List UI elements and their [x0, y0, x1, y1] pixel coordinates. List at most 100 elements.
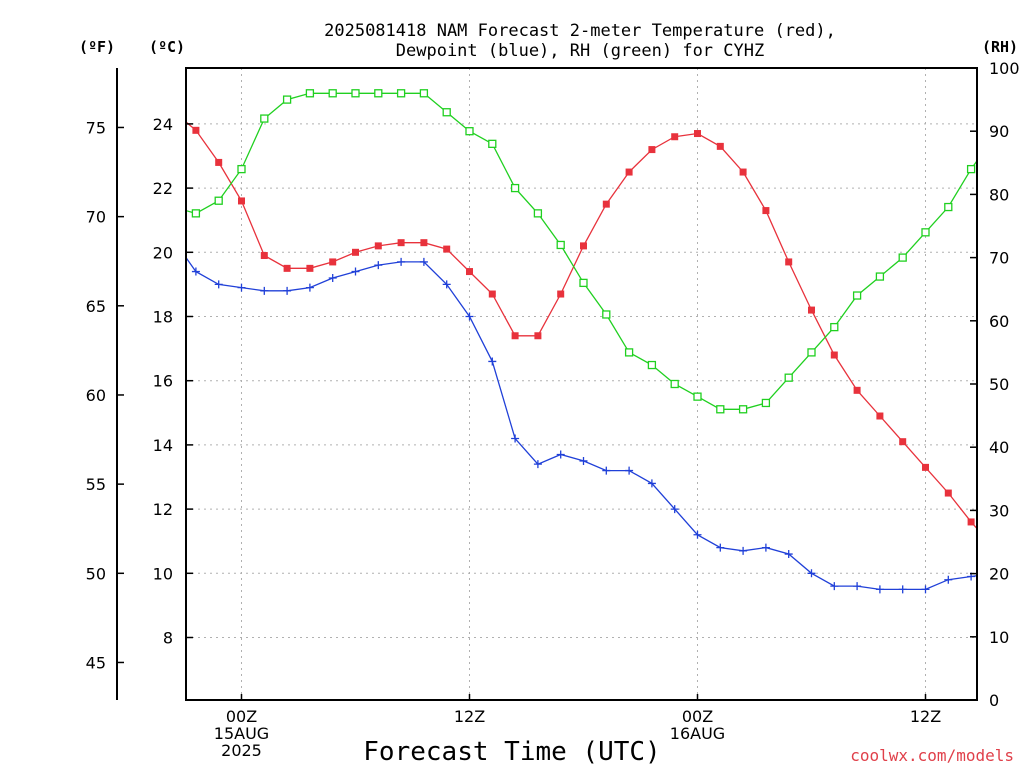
temperature-point — [238, 197, 245, 205]
fahrenheit-tick-label: 75 — [86, 118, 106, 137]
celsius-tick-label: 16 — [153, 372, 173, 391]
rh-point — [419, 89, 429, 98]
rh-point — [191, 209, 201, 218]
rh-point — [510, 183, 520, 193]
dewpoint-point — [647, 479, 656, 488]
temperature-point — [1013, 573, 1020, 580]
temperature-point — [739, 168, 747, 176]
dewpoint-point — [853, 582, 862, 591]
dewpoint-point — [830, 582, 839, 591]
rh-tick-label: 10 — [989, 628, 1009, 647]
x-axis-title: Forecast Time (UTC) — [363, 737, 660, 767]
chart-title: 2025081418 NAM Forecast 2-meter Temperat… — [324, 21, 836, 61]
rh-unit-label: (RH) — [982, 38, 1018, 56]
rh-point — [738, 405, 748, 414]
rh-tick-label: 50 — [989, 375, 1009, 394]
rh-point — [488, 139, 497, 148]
temperature-point — [602, 200, 610, 208]
temperature-line — [186, 121, 977, 530]
celsius-tick-label: 8 — [163, 629, 173, 648]
fahrenheit-tick-label: 55 — [86, 475, 106, 494]
series-layer — [146, 89, 1021, 594]
dewpoint-point — [283, 286, 292, 295]
fahrenheit-tick-label: 60 — [86, 386, 106, 405]
rh-point — [875, 272, 885, 281]
temperature-point — [990, 544, 997, 551]
temperature-point — [762, 207, 770, 215]
dewpoint-point — [625, 466, 634, 475]
x-tick-label: 00Z — [226, 707, 257, 726]
dewpoint-point — [761, 543, 770, 552]
temperature-point — [648, 146, 656, 154]
rh-point — [260, 114, 269, 123]
dewpoint-point — [579, 456, 588, 465]
rh-tick-label: 60 — [989, 312, 1009, 331]
rh-point — [214, 196, 223, 205]
rh-point — [898, 253, 907, 262]
temperature-point — [420, 239, 428, 247]
rh-point — [693, 392, 702, 401]
x-tick-label: 16AUG — [670, 724, 725, 743]
rh-line — [186, 92, 977, 410]
dewpoint-point — [511, 434, 520, 443]
grid-lines — [186, 68, 977, 700]
dewpoint-point — [146, 200, 154, 208]
rh-point — [602, 310, 611, 319]
temperature-point — [580, 242, 587, 250]
dewpoint-point — [784, 550, 793, 559]
temperature-point — [147, 98, 154, 105]
dewpoint-point — [328, 273, 337, 282]
dewpoint-point — [374, 261, 383, 270]
dewpoint-point — [260, 286, 269, 295]
temperature-point — [625, 168, 633, 176]
rh-point — [921, 228, 930, 237]
temperature-point — [899, 438, 907, 446]
temperature-point — [967, 518, 975, 526]
temperature-point — [397, 239, 405, 247]
temperature-point — [785, 258, 793, 266]
rh-point — [579, 278, 588, 288]
celsius-tick-label: 12 — [153, 500, 173, 519]
temperature-point — [557, 290, 565, 298]
celsius-tick-label: 22 — [153, 179, 173, 198]
temperature-point — [922, 463, 929, 471]
temperature-point — [170, 108, 177, 115]
dewpoint-point — [693, 530, 702, 539]
dewpoint-point — [944, 575, 953, 584]
plot-frame — [185, 67, 978, 701]
rh-point — [282, 95, 292, 104]
rh-tick-label: 20 — [989, 565, 1009, 584]
rh-point — [237, 164, 246, 174]
temperature-point — [534, 332, 542, 340]
temperature-point — [944, 489, 952, 497]
rh-tick-label: 0 — [989, 691, 999, 710]
dewpoint-point — [556, 450, 565, 459]
dewpoint-point — [739, 546, 748, 555]
rh-point — [647, 360, 657, 370]
dewpoint-point — [533, 460, 542, 469]
dewpoint-point — [716, 543, 725, 552]
chart-title-line-2: Dewpoint (blue), RH (green) for CYHZ — [396, 41, 764, 61]
temperature-point — [192, 126, 200, 134]
dewpoint-point — [488, 357, 497, 366]
temperature-point — [374, 242, 382, 250]
x-tick-label: 12Z — [454, 707, 485, 726]
rh-point — [1013, 102, 1020, 109]
dewpoint-point — [921, 585, 930, 594]
dewpoint-line — [186, 256, 977, 591]
temperature-point — [808, 306, 815, 314]
temperature-point — [329, 258, 337, 266]
rh-tick-label: 100 — [989, 59, 1020, 78]
rh-point — [670, 379, 679, 389]
rh-point — [396, 89, 406, 98]
temperature-point — [215, 158, 223, 166]
dewpoint-point — [1013, 576, 1021, 584]
temperature-point — [488, 290, 496, 298]
rh-point — [328, 89, 337, 98]
temperature-point — [306, 264, 314, 272]
rh-point — [465, 127, 474, 136]
temperature-point — [876, 412, 884, 420]
series-rh — [186, 89, 1020, 414]
x-tick-label: 12Z — [910, 707, 941, 726]
